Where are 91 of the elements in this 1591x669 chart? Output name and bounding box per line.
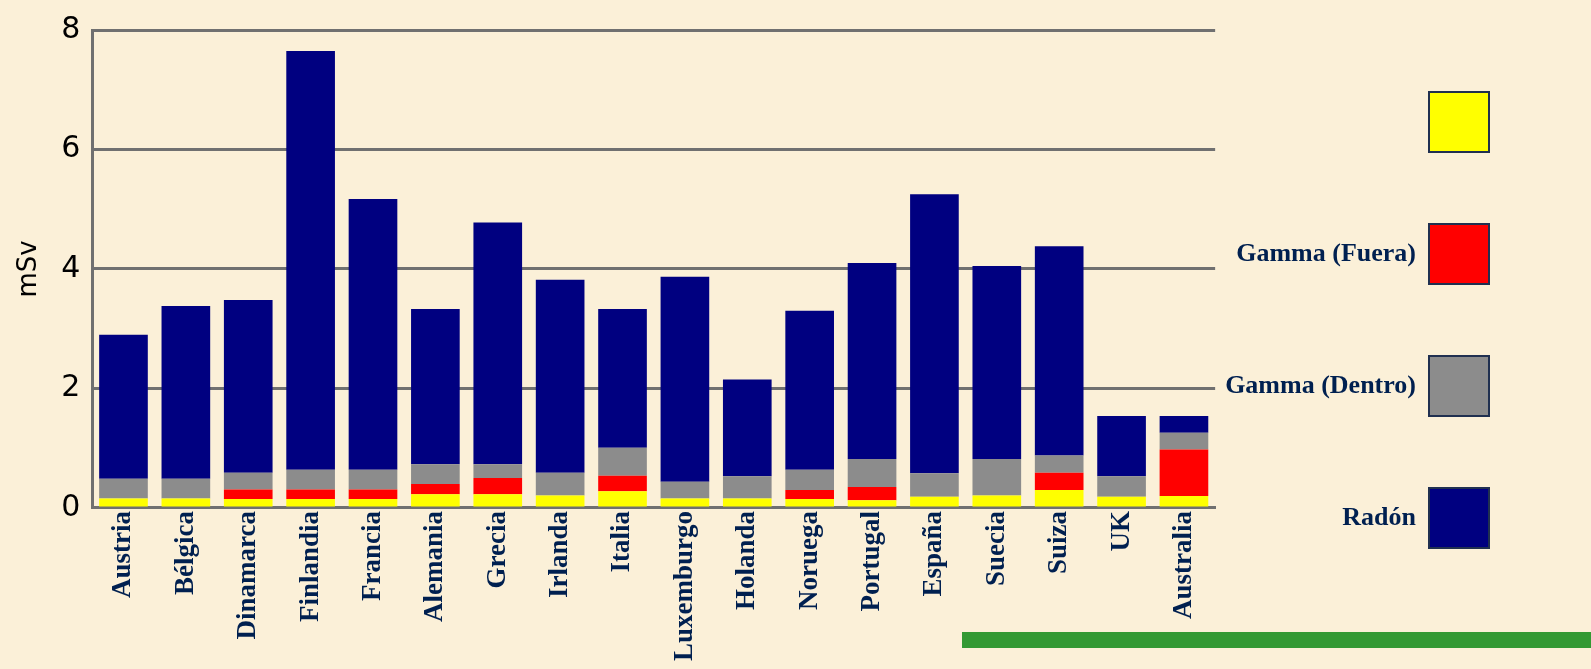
bar: [99, 478, 148, 499]
bar: [286, 469, 335, 490]
bar: [473, 222, 523, 465]
bar: [910, 194, 959, 474]
x-tick-label: Austria: [106, 510, 137, 598]
bar: [286, 50, 335, 470]
bar: [99, 498, 148, 507]
bar: [286, 489, 335, 500]
bar: [223, 472, 273, 490]
bar: [972, 266, 1022, 459]
bar: [785, 310, 834, 470]
bar: [1097, 496, 1146, 507]
bar: [847, 263, 897, 459]
bar: [348, 489, 398, 500]
x-tick-label: Luxemburgo: [667, 510, 698, 662]
x-tick-label: Australia: [1166, 510, 1197, 619]
x-tick-label: Holanda: [730, 510, 761, 611]
y-tick-label: 6: [61, 129, 81, 165]
bar: [223, 300, 273, 473]
y-tick-label: 0: [61, 487, 81, 523]
bar: [1097, 476, 1146, 497]
x-tick-label: Noruega: [792, 510, 823, 610]
bar: [785, 490, 834, 500]
bar: [348, 499, 398, 507]
bar: [785, 469, 834, 491]
x-tick-label: Francia: [355, 510, 386, 601]
bar: [161, 306, 211, 479]
bar: [535, 279, 585, 473]
bar: [411, 494, 460, 507]
x-tick-label: Alemania: [418, 510, 449, 622]
bar: [286, 499, 335, 507]
bar: [847, 500, 897, 507]
x-tick-label: Suiza: [1042, 510, 1073, 575]
bar: [1034, 455, 1084, 473]
legend-label: Gamma (Fuera): [1236, 237, 1416, 267]
bar: [598, 447, 647, 476]
x-tick-label: España: [917, 510, 948, 597]
bar: [1034, 472, 1084, 491]
bar: [535, 495, 585, 507]
bar: [1159, 496, 1209, 507]
x-tick-label: Dinamarca: [231, 510, 262, 640]
bar: [411, 464, 460, 485]
bar: [348, 199, 398, 470]
bar: [99, 334, 148, 479]
bar: [598, 491, 647, 507]
bar: [722, 498, 772, 507]
x-tick-label: UK: [1104, 510, 1135, 552]
bar: [1034, 246, 1084, 456]
bar: [473, 494, 523, 507]
x-tick-label: Italia: [605, 510, 636, 573]
bar: [223, 499, 273, 507]
bar: [972, 458, 1022, 496]
bar: [722, 476, 772, 499]
bar: [598, 475, 647, 492]
bar: [161, 478, 211, 499]
legend-label: Gamma (Dentro): [1225, 369, 1416, 399]
bar: [473, 464, 523, 479]
bar: [1159, 415, 1209, 433]
y-tick-label: 4: [61, 248, 81, 284]
bar: [1034, 490, 1084, 507]
bar: [535, 472, 585, 496]
bar: [972, 495, 1022, 507]
bar: [223, 489, 273, 500]
bar: [910, 473, 959, 497]
x-tick-label: Portugal: [855, 510, 886, 612]
x-tick-label: Irlanda: [543, 510, 574, 599]
bar: [1159, 432, 1209, 450]
bar: [411, 484, 460, 495]
bar: [660, 481, 710, 499]
x-tick-label: Grecia: [480, 510, 511, 589]
bar: [722, 379, 772, 477]
bar: [847, 458, 897, 488]
bar: [348, 469, 398, 490]
bar: [473, 478, 523, 495]
bar: [785, 499, 834, 507]
legend-label: Radón: [1342, 501, 1417, 531]
bar: [411, 309, 460, 465]
y-tick-label: 2: [61, 368, 81, 404]
bar: [161, 498, 211, 507]
bar: [910, 496, 959, 507]
x-tick-label: Suecia: [979, 510, 1010, 586]
bar: [660, 498, 710, 507]
x-tick-label: Finlandia: [293, 510, 324, 623]
y-tick-label: 8: [61, 9, 81, 45]
bar: [1159, 449, 1209, 497]
bar: [660, 276, 710, 482]
bar: [598, 309, 647, 448]
x-tick-label: Bélgica: [168, 510, 199, 595]
y-axis-title: mSv: [12, 240, 43, 298]
bar: [1097, 415, 1146, 477]
bar: [847, 487, 897, 501]
